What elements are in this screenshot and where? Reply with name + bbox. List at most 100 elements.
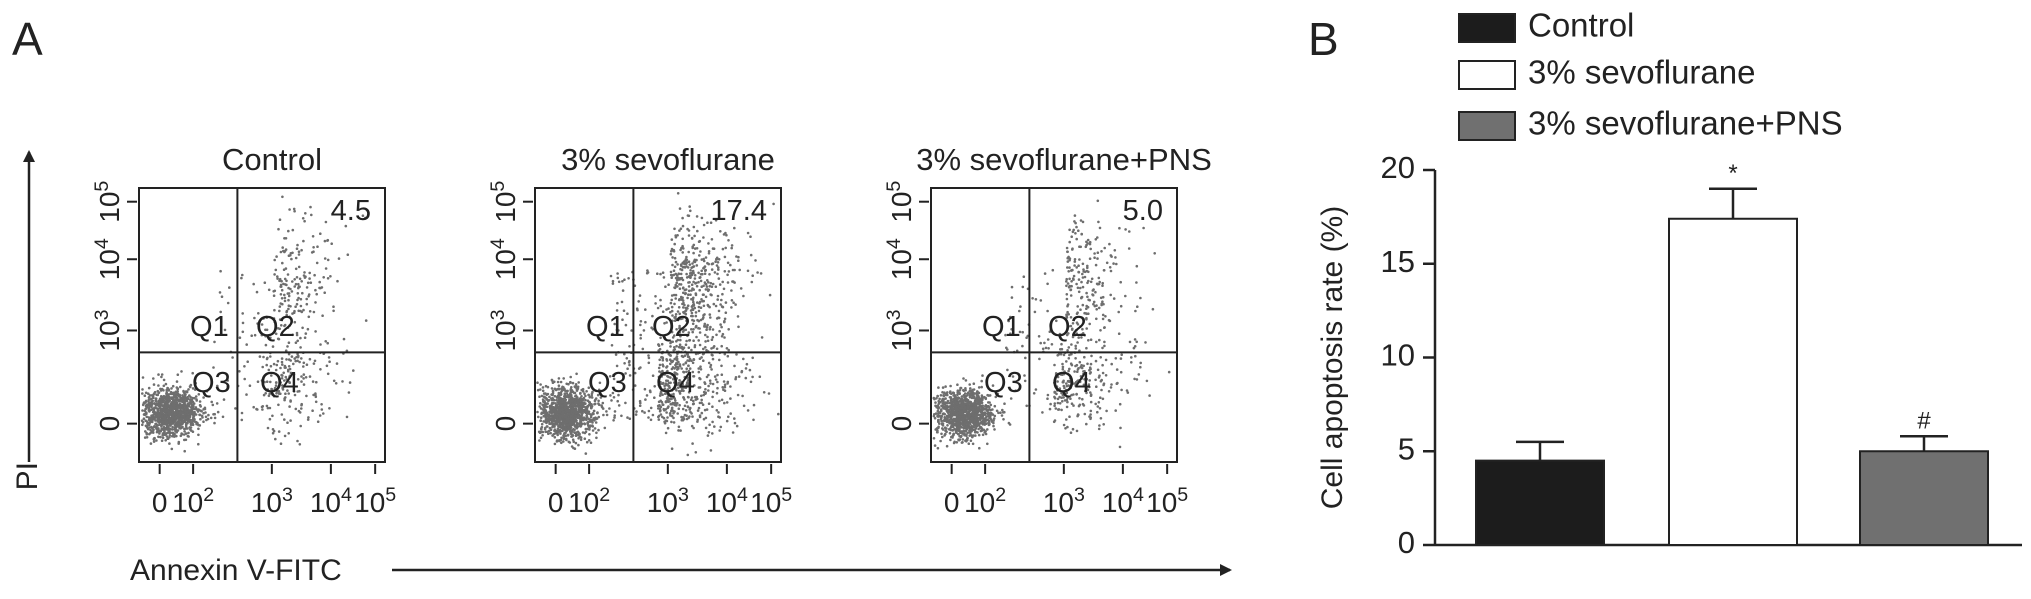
event-dot (659, 413, 663, 416)
event-dot (308, 375, 312, 378)
event-dot (676, 412, 679, 415)
event-dot (306, 418, 310, 421)
event-dot (1081, 402, 1085, 406)
event-dot (711, 432, 714, 435)
event-dot (551, 391, 555, 395)
event-dot (703, 272, 707, 276)
event-dot (294, 267, 298, 271)
event-dot (179, 424, 182, 427)
event-dot (352, 369, 355, 372)
event-dot (324, 220, 328, 224)
event-dot (241, 312, 244, 315)
event-dot (639, 337, 642, 340)
quadrant-label: Q2 (652, 311, 691, 343)
event-dot (272, 317, 276, 320)
event-dot (702, 236, 705, 239)
event-dot (701, 403, 705, 407)
event-dot (673, 357, 676, 361)
event-dot (187, 435, 190, 438)
event-dot (152, 377, 155, 380)
event-dot (692, 328, 695, 331)
event-dot (706, 323, 709, 327)
event-dot (269, 364, 273, 368)
event-dot (643, 411, 646, 414)
event-dot (700, 216, 704, 220)
event-dot (682, 291, 685, 295)
event-dot (691, 370, 695, 374)
event-dot (292, 390, 296, 393)
event-dot (944, 385, 947, 388)
event-dot (283, 237, 286, 240)
event-dot (291, 228, 295, 232)
event-dot (555, 398, 558, 402)
event-dot (686, 227, 689, 231)
event-dot (194, 420, 197, 424)
tick-exponent: 2 (203, 484, 214, 506)
event-dot (986, 404, 990, 408)
event-dot (969, 402, 973, 406)
event-dot (280, 357, 284, 360)
event-dot (291, 333, 295, 337)
event-dot (726, 261, 730, 265)
event-dot (970, 428, 974, 432)
event-dot (628, 417, 632, 421)
event-dot (660, 375, 663, 378)
event-dot (187, 415, 191, 419)
event-dot (1057, 408, 1060, 411)
event-dot (746, 409, 750, 412)
event-dot (347, 391, 351, 394)
event-dot (677, 367, 680, 370)
event-dot (553, 442, 557, 446)
event-dot (736, 393, 740, 397)
event-dot (671, 263, 674, 267)
event-dot (702, 259, 706, 263)
event-dot (253, 333, 257, 337)
event-dot (684, 409, 688, 412)
tick-exponent: 5 (91, 181, 113, 192)
event-dot (197, 433, 200, 437)
event-dot (978, 446, 981, 450)
event-dot (936, 394, 939, 398)
event-dot (274, 268, 278, 272)
event-dot (708, 379, 712, 383)
event-dot (959, 398, 963, 401)
event-dot (183, 409, 187, 412)
event-dot (269, 380, 272, 384)
event-dot (186, 395, 189, 399)
event-dot (161, 404, 164, 408)
event-dot (719, 303, 722, 306)
event-dot (972, 396, 976, 400)
event-dot (961, 441, 964, 444)
event-dot (623, 278, 626, 282)
event-dot (273, 320, 277, 324)
event-dot (1114, 409, 1117, 412)
event-dot (934, 401, 937, 404)
event-dot (647, 416, 650, 419)
event-dot (717, 411, 720, 414)
event-dot (557, 377, 561, 380)
event-dot (287, 368, 290, 372)
event-dot (215, 402, 219, 405)
event-dot (953, 403, 956, 407)
event-dot (308, 357, 312, 361)
event-dot (711, 382, 715, 386)
event-dot (556, 394, 560, 398)
event-dot (585, 415, 589, 419)
event-dot (591, 429, 595, 432)
event-dot (967, 415, 971, 419)
event-dot (718, 283, 722, 286)
event-dot (304, 212, 307, 215)
event-dot (199, 405, 202, 408)
event-dot (323, 291, 327, 295)
event-dot (670, 397, 673, 401)
event-dot (720, 364, 723, 368)
event-dot (675, 355, 679, 358)
event-dot (1135, 378, 1139, 381)
event-dot (742, 357, 745, 361)
event-dot (162, 408, 165, 411)
event-dot (977, 386, 981, 389)
event-dot (282, 268, 286, 272)
event-dot (1089, 400, 1093, 404)
event-dot (685, 370, 688, 374)
event-dot (173, 412, 177, 416)
